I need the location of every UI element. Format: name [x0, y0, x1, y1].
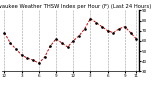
Title: Milwaukee Weather THSW Index per Hour (F) (Last 24 Hours): Milwaukee Weather THSW Index per Hour (F… — [0, 4, 151, 9]
